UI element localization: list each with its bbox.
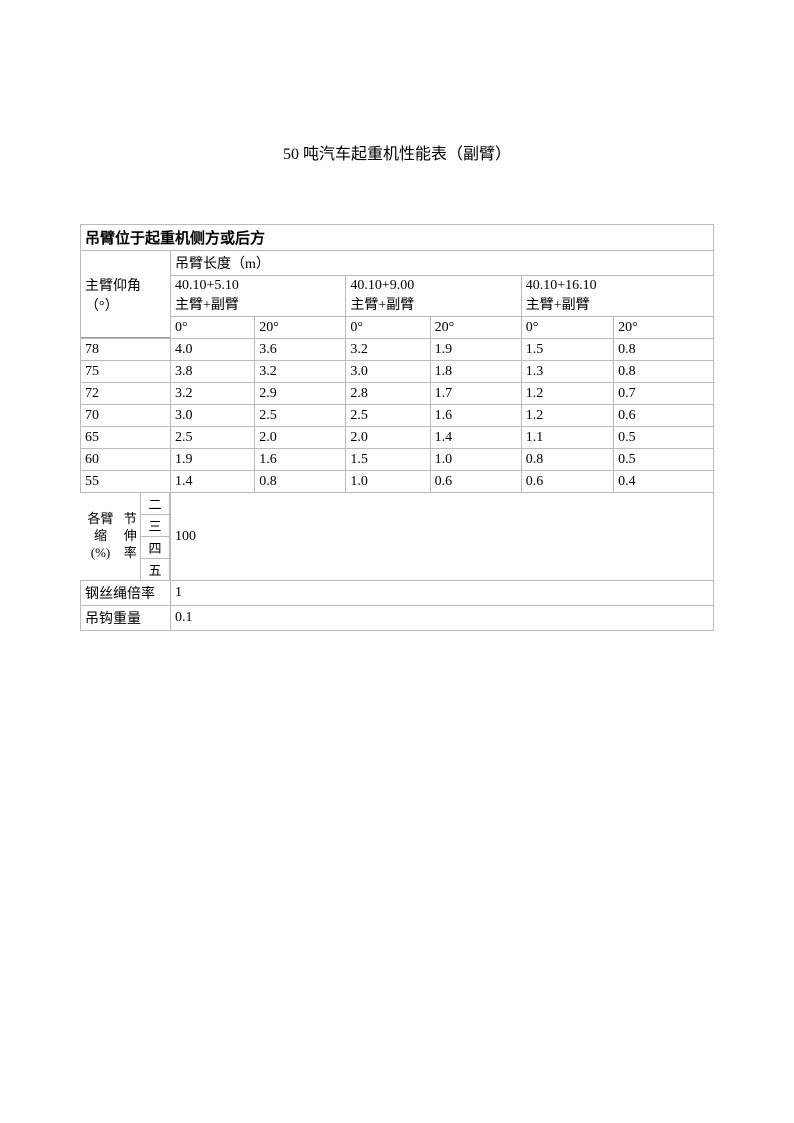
ext-label-2: 节伸率 <box>121 493 141 580</box>
value-cell: 1.9 <box>430 339 521 361</box>
ext-inner-0: 二 <box>141 493 170 515</box>
arm-group-2: 40.10+16.10 主臂+副臂 <box>521 276 713 317</box>
value-cell: 1.0 <box>346 471 430 493</box>
table-row: 551.40.81.00.60.60.4 <box>81 471 714 493</box>
hook-weight-value: 0.1 <box>171 606 714 631</box>
value-cell: 0.8 <box>521 449 613 471</box>
arm-length-0: 40.10+5.10 <box>175 278 239 293</box>
angle-header-4: 0° <box>521 317 613 339</box>
angle-header-2: 0° <box>346 317 430 339</box>
ext-label-1: 各臂缩 (%) <box>81 497 121 577</box>
col-header-label: 吊臂长度（m） <box>171 251 714 276</box>
value-cell: 1.7 <box>430 383 521 405</box>
value-cell: 0.8 <box>614 361 714 383</box>
value-cell: 0.6 <box>430 471 521 493</box>
table-row: 601.91.61.51.00.80.5 <box>81 449 714 471</box>
angle-cell: 78 <box>81 339 171 361</box>
value-cell: 1.9 <box>171 449 255 471</box>
value-cell: 3.2 <box>171 383 255 405</box>
value-cell: 0.8 <box>614 339 714 361</box>
angle-cell: 70 <box>81 405 171 427</box>
ext-label-col1: 各臂缩 (%) <box>81 493 121 581</box>
value-cell: 0.5 <box>614 449 714 471</box>
ext-inner-3: 五 <box>141 559 170 581</box>
value-cell: 0.6 <box>614 405 714 427</box>
value-cell: 3.2 <box>346 339 430 361</box>
value-cell: 1.4 <box>430 427 521 449</box>
value-cell: 2.5 <box>171 427 255 449</box>
table-row: 652.52.02.01.41.10.5 <box>81 427 714 449</box>
arm-group-0: 40.10+5.10 主臂+副臂 <box>171 276 346 317</box>
value-cell: 1.2 <box>521 383 613 405</box>
value-cell: 0.8 <box>255 471 346 493</box>
angle-cell: 72 <box>81 383 171 405</box>
value-cell: 1.1 <box>521 427 613 449</box>
arm-sub-1: 主臂+副臂 <box>350 298 414 313</box>
angle-cell: 55 <box>81 471 171 493</box>
ext-value: 100 <box>171 493 714 581</box>
value-cell: 3.8 <box>171 361 255 383</box>
arm-length-1: 40.10+9.00 <box>350 278 414 293</box>
value-cell: 0.4 <box>614 471 714 493</box>
angle-header-5: 20° <box>614 317 714 339</box>
arm-group-1: 40.10+9.00 主臂+副臂 <box>346 276 521 317</box>
diag-line <box>81 337 170 338</box>
table-row: 703.02.52.51.61.20.6 <box>81 405 714 427</box>
value-cell: 1.5 <box>346 449 430 471</box>
page-title: 50 吨汽车起重机性能表（副臂） <box>80 140 714 164</box>
value-cell: 1.0 <box>430 449 521 471</box>
performance-table: 吊臂位于起重机侧方或后方 主臂仰角（°） 吊臂长度（m） 40.10+5.10 … <box>80 224 714 631</box>
hook-weight-label: 吊钩重量 <box>81 606 171 631</box>
arm-sub-0: 主臂+副臂 <box>175 298 239 313</box>
angle-cell: 75 <box>81 361 171 383</box>
ext-inner-1: 三 <box>141 515 170 537</box>
wire-rope-value: 1 <box>171 581 714 606</box>
value-cell: 2.8 <box>346 383 430 405</box>
value-cell: 0.7 <box>614 383 714 405</box>
arm-sub-2: 主臂+副臂 <box>526 298 590 313</box>
ext-inner-2: 四 <box>141 537 170 559</box>
value-cell: 0.6 <box>521 471 613 493</box>
table-row: 723.22.92.81.71.20.7 <box>81 383 714 405</box>
value-cell: 3.0 <box>171 405 255 427</box>
value-cell: 1.4 <box>171 471 255 493</box>
wire-rope-label: 钢丝绳倍率 <box>81 581 171 606</box>
ext-label-col2-wrap: 节伸率 二 三 四 五 <box>121 493 171 581</box>
value-cell: 1.2 <box>521 405 613 427</box>
table-header: 吊臂位于起重机侧方或后方 <box>81 225 714 251</box>
row-leader-cell: 主臂仰角（°） <box>81 251 171 339</box>
value-cell: 3.6 <box>255 339 346 361</box>
arm-length-2: 40.10+16.10 <box>526 278 597 293</box>
value-cell: 2.0 <box>346 427 430 449</box>
value-cell: 2.5 <box>255 405 346 427</box>
angle-cell: 65 <box>81 427 171 449</box>
value-cell: 3.2 <box>255 361 346 383</box>
value-cell: 1.3 <box>521 361 613 383</box>
table-row: 784.03.63.21.91.50.8 <box>81 339 714 361</box>
row-leader-label: 主臂仰角（°） <box>85 279 141 314</box>
value-cell: 3.0 <box>346 361 430 383</box>
value-cell: 2.5 <box>346 405 430 427</box>
angle-header-3: 20° <box>430 317 521 339</box>
value-cell: 2.9 <box>255 383 346 405</box>
value-cell: 1.5 <box>521 339 613 361</box>
value-cell: 4.0 <box>171 339 255 361</box>
value-cell: 2.0 <box>255 427 346 449</box>
angle-cell: 60 <box>81 449 171 471</box>
value-cell: 1.8 <box>430 361 521 383</box>
value-cell: 1.6 <box>430 405 521 427</box>
value-cell: 0.5 <box>614 427 714 449</box>
angle-header-1: 20° <box>255 317 346 339</box>
table-row: 753.83.23.01.81.30.8 <box>81 361 714 383</box>
angle-header-0: 0° <box>171 317 255 339</box>
value-cell: 1.6 <box>255 449 346 471</box>
